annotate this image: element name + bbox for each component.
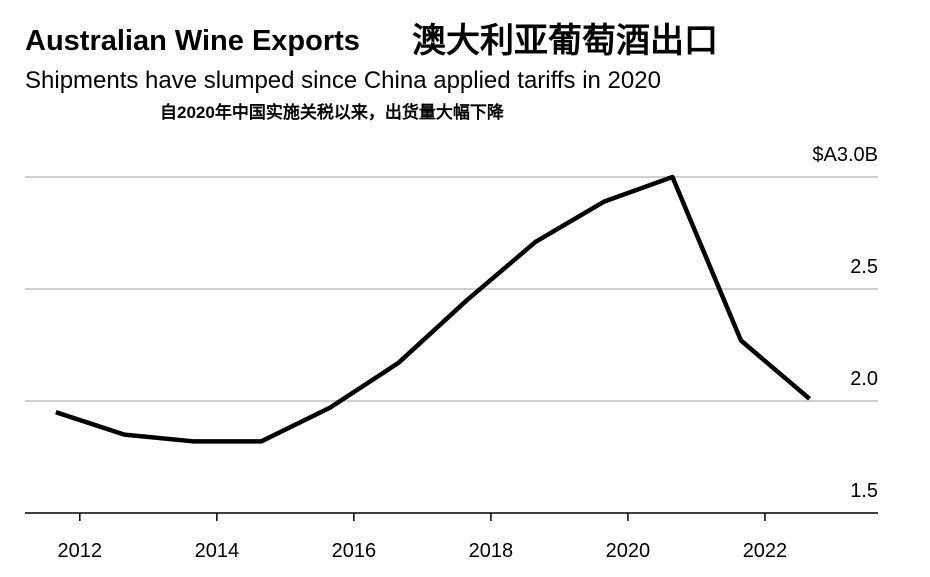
chart-title: Australian Wine Exports — [25, 25, 360, 57]
x-tick-label: 2018 — [469, 540, 514, 562]
chart-subtitle: Shipments have slumped since China appli… — [25, 67, 661, 94]
x-tick-label: 2014 — [195, 540, 240, 562]
chart-title-zh: 澳大利亚葡萄酒出口 — [412, 22, 718, 60]
x-tick-label: 2012 — [58, 540, 103, 562]
y-tick-label: $A3.0B — [812, 144, 878, 166]
y-tick-label: 1.5 — [850, 480, 878, 502]
data-line — [55, 174, 811, 444]
x-tick-label: 2016 — [332, 540, 377, 562]
x-tick-label: 2020 — [606, 540, 651, 562]
x-tick-label: 2022 — [743, 540, 788, 562]
y-tick-label: 2.0 — [850, 368, 878, 390]
y-tick-label: 2.5 — [850, 256, 878, 278]
chart-subtitle-zh: 自2020年中国实施关税以来，出货量大幅下降 — [160, 102, 505, 122]
